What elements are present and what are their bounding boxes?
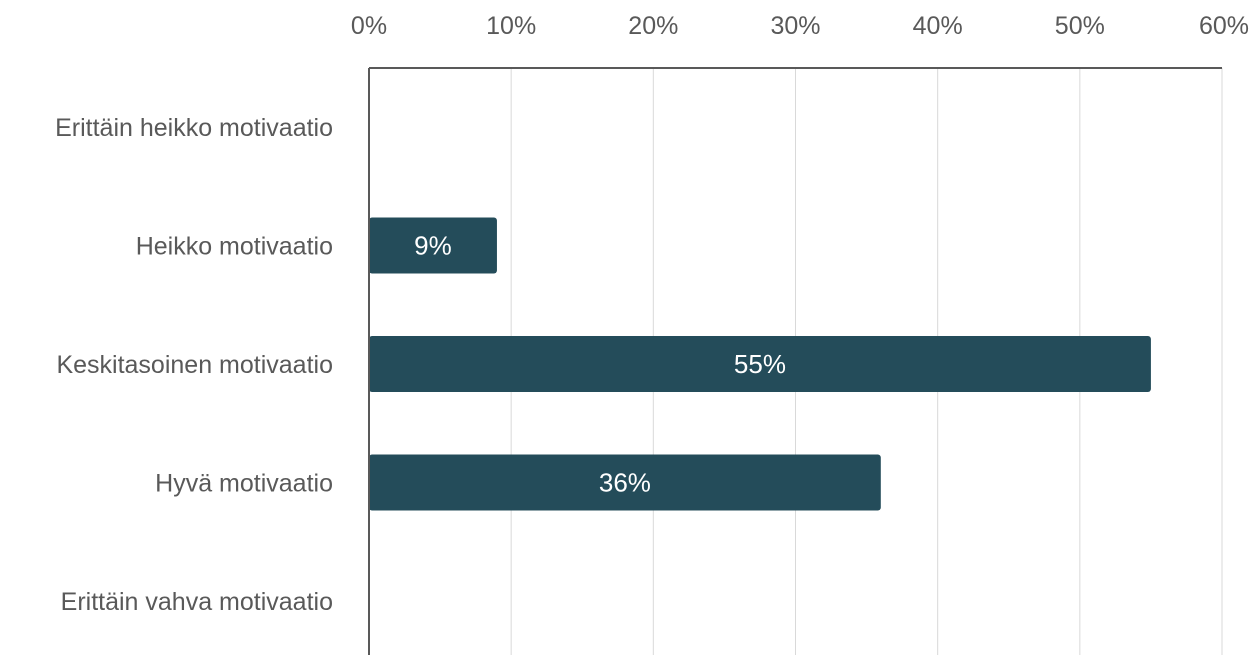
category-label: Erittäin heikko motivaatio bbox=[55, 114, 333, 142]
axes bbox=[368, 67, 1222, 655]
x-tick-label: 30% bbox=[770, 12, 820, 40]
x-tick-label: 60% bbox=[1199, 12, 1249, 40]
bar bbox=[369, 217, 497, 274]
category-label: Heikko motivaatio bbox=[136, 233, 333, 261]
category-label: Keskitasoinen motivaatio bbox=[56, 351, 333, 379]
bar-data-label: 9% bbox=[414, 231, 452, 261]
x-tick-label: 0% bbox=[351, 12, 387, 40]
x-tick-label: 20% bbox=[628, 12, 678, 40]
x-tick-labels: 0% 10% 20% 30% 40% 50% 60% bbox=[351, 12, 1249, 40]
x-tick-label: 40% bbox=[913, 12, 963, 40]
bar bbox=[369, 336, 1151, 392]
category-labels: Erittäin heikko motivaatio Heikko motivaa… bbox=[55, 114, 333, 616]
bar-data-labels: 9% 55% 36% bbox=[414, 231, 786, 498]
category-label: Hyvä motivaatio bbox=[155, 470, 333, 498]
x-tick-label: 50% bbox=[1055, 12, 1105, 40]
bar-data-label: 55% bbox=[734, 349, 786, 379]
x-tick-label: 10% bbox=[486, 12, 536, 40]
bar-data-label: 36% bbox=[599, 468, 651, 498]
bar bbox=[369, 454, 881, 511]
category-label: Erittäin vahva motivaatio bbox=[61, 588, 333, 616]
bars bbox=[369, 217, 1151, 511]
